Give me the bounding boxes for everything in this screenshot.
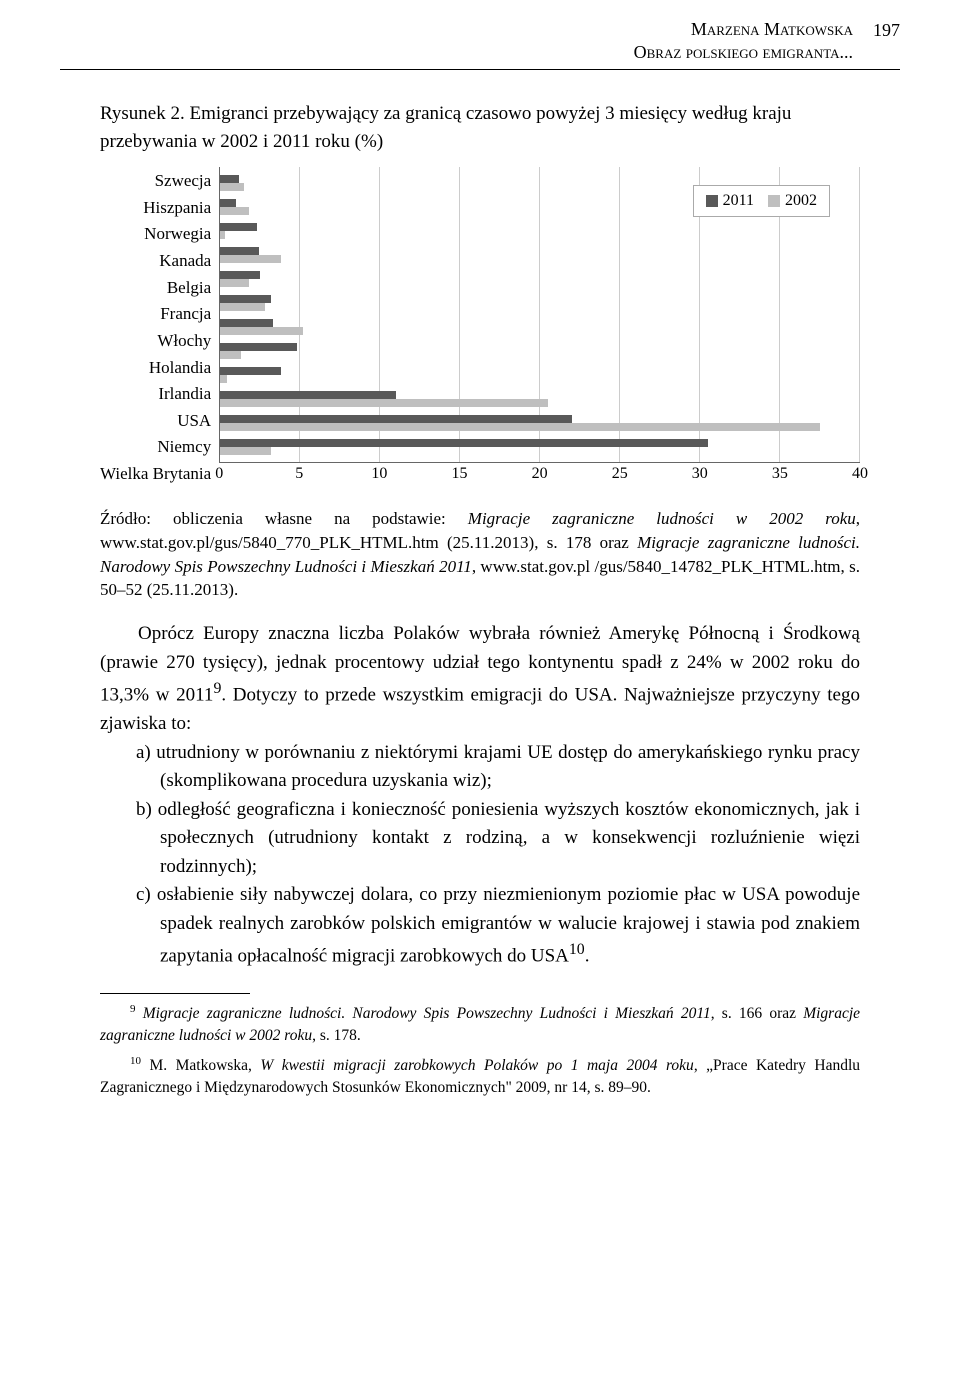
y-axis-label: Wielka Brytania (100, 462, 211, 486)
bar (220, 223, 257, 231)
bar-chart: Szwecja Hiszpania NorwegiaKanada Belgia Fran… (100, 167, 860, 487)
li-c-part-b: . (585, 945, 590, 966)
list-item-c: c) osłabienie siły nabywczej dolara, co … (100, 881, 860, 971)
bar (220, 375, 226, 383)
bar (220, 199, 236, 207)
chart-plot-area: 2011 2002 (219, 167, 860, 463)
bar (220, 175, 239, 183)
bar (220, 319, 273, 327)
bar (220, 391, 396, 399)
x-axis-tick: 30 (692, 465, 708, 483)
figure-title: Emigranci przebywający za granicą czasow… (100, 103, 791, 152)
footnote-ref-10: 10 (569, 941, 585, 958)
header-title: Obraz polskiego emigranta... (634, 41, 853, 64)
bar (220, 447, 271, 455)
bar (220, 231, 225, 239)
footnote-10-marker: 10 (130, 1055, 141, 1067)
y-axis-label: Hiszpania (100, 195, 211, 219)
footnote-9-it-a: Migracje zagraniczne ludności. Narodowy … (143, 1005, 711, 1022)
bar (220, 399, 548, 407)
chart-legend: 2011 2002 (693, 185, 830, 217)
y-axis-label: Kanada (100, 248, 211, 272)
y-axis-label: Norwegia (100, 222, 211, 246)
bar (220, 423, 820, 431)
list-item-a: a) utrudniony w porównaniu z niektórymi … (100, 739, 860, 796)
x-axis-tick: 10 (371, 465, 387, 483)
y-axis-label: Włochy (100, 328, 211, 352)
legend-swatch-2002 (768, 195, 780, 207)
legend-item-2002: 2002 (768, 192, 817, 210)
x-axis: 0510152025303540 (219, 465, 860, 487)
x-axis-tick: 20 (532, 465, 548, 483)
bar (220, 343, 297, 351)
y-axis-label: Szwecja (100, 168, 211, 192)
x-axis-tick: 15 (452, 465, 468, 483)
bar (220, 279, 249, 287)
legend-swatch-2011 (706, 195, 718, 207)
bar (220, 303, 265, 311)
y-axis-label: Irlandia (100, 382, 211, 406)
bar (220, 255, 281, 263)
bar (220, 415, 572, 423)
legend-label-2002: 2002 (785, 192, 817, 209)
body-paragraph: Oprócz Europy znaczna liczba Polaków wyb… (100, 620, 860, 738)
bar (220, 367, 281, 375)
figure-caption: Rysunek 2. Emigranci przebywający za gra… (100, 100, 860, 155)
y-axis-label: USA (100, 408, 211, 432)
bar (220, 207, 249, 215)
footnote-9: 9 Migracje zagraniczne ludności. Narodow… (100, 1002, 860, 1047)
footnote-10-a: M. Matkowska, (150, 1058, 261, 1075)
y-axis-label: Niemcy (100, 435, 211, 459)
header-author: Marzena Matkowska (634, 18, 853, 41)
li-c-part-a: c) osłabienie siły nabywczej dolara, co … (136, 884, 860, 966)
y-axis-label: Francja (100, 302, 211, 326)
bar (220, 327, 303, 335)
footnote-9-marker: 9 (130, 1003, 136, 1015)
list-item-b: b) odległość geograficzna i konieczność … (100, 796, 860, 882)
bar (220, 183, 244, 191)
bar (220, 271, 260, 279)
figure-source: Źródło: obliczenia własne na podstawie: … (100, 507, 860, 602)
y-axis-labels: Szwecja Hiszpania NorwegiaKanada Belgia Fran… (100, 167, 219, 487)
y-axis-label: Holandia (100, 355, 211, 379)
bar (220, 351, 241, 359)
page-number: 197 (873, 18, 900, 41)
bar (220, 247, 258, 255)
legend-label-2011: 2011 (723, 192, 754, 209)
x-axis-tick: 40 (852, 465, 868, 483)
bar (220, 439, 708, 447)
source-prefix: Źródło: (100, 509, 151, 528)
x-axis-tick: 5 (295, 465, 303, 483)
footnote-separator (100, 993, 250, 994)
legend-item-2011: 2011 (706, 192, 754, 210)
footnote-10-it-b: W kwestii migracji zarobkowych Polaków p… (260, 1058, 693, 1075)
figure-label: Rysunek 2. (100, 103, 185, 124)
x-axis-tick: 35 (772, 465, 788, 483)
bar (220, 295, 271, 303)
footnote-9-b: , s. 166 oraz (711, 1005, 803, 1022)
x-axis-ticks: 0510152025303540 (219, 465, 860, 487)
footnote-9-d: , s. 178. (312, 1027, 361, 1044)
x-axis-tick: 25 (612, 465, 628, 483)
header-text-block: Marzena Matkowska Obraz polskiego emigra… (634, 18, 853, 63)
y-axis-label: Belgia (100, 275, 211, 299)
x-axis-tick: 0 (215, 465, 223, 483)
source-text-a: obliczenia własne na podstawie: (173, 509, 468, 528)
running-header: Marzena Matkowska Obraz polskiego emigra… (60, 0, 900, 70)
footnote-10: 10 M. Matkowska, W kwestii migracji zaro… (100, 1054, 860, 1099)
source-text-b: Migracje zagraniczne ludności w 2002 rok… (468, 509, 856, 528)
